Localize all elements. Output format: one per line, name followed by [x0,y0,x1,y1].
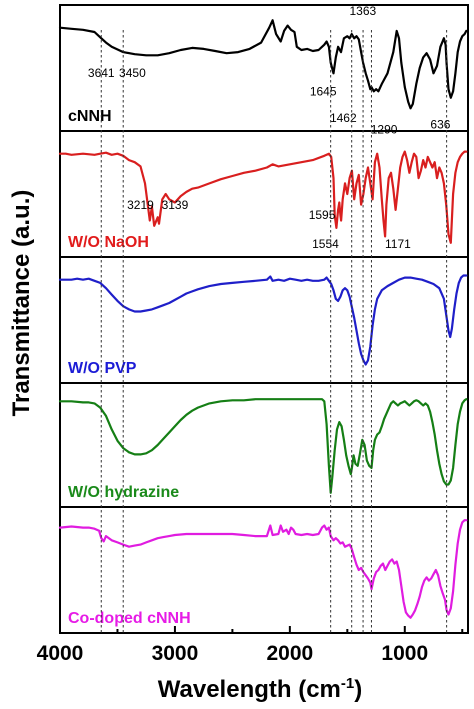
panel-label: cNNH [68,108,112,125]
spectrum-trace [58,150,468,244]
peak-label: 1462 [330,111,357,125]
spectrum-panels: cNNH W/O NaOH W/O PVP W/O hydrazine Co-doped… [58,4,469,634]
peak-label: 3450 [119,66,146,80]
peak-label: 3139 [162,198,189,212]
peak-label: 1645 [310,85,337,99]
x-tick-label: 3000 [152,642,199,665]
panel-label: Co-doped cNNH [68,610,191,627]
peak-label: 1171 [385,237,411,251]
x-tick-label: 4000 [37,642,84,665]
x-tick-label: 2000 [266,642,313,665]
peak-label: 1554 [312,237,339,251]
x-tick-label: 1000 [381,642,428,665]
panel-label: W/O PVP [68,360,137,377]
peak-label: 636 [430,117,450,131]
peak-label: 1290 [371,123,398,137]
spectrum-trace [58,274,468,366]
spectrum-trace [58,519,468,619]
y-axis-title: Transmittance (a.u.) [8,190,35,417]
panel-frame [59,506,469,634]
panel-label: W/O NaOH [68,234,149,251]
x-axis: 4000 3000 2000 1000 [37,626,464,665]
x-axis-title: Wavelength (cm-1) [158,675,362,703]
panel-3: W/O PVP [58,256,469,384]
peak-label: 1595 [309,208,336,222]
panel-4: W/O hydrazine [58,382,469,508]
spectrum-trace [58,398,468,494]
dashed-guide-lines [100,30,448,633]
panel-5: Co-doped cNNH [58,506,469,634]
peak-label: 3641 [88,66,115,80]
spectrum-trace [58,19,468,110]
peak-label: 1363 [349,4,376,18]
peak-label: 3219 [127,198,154,212]
